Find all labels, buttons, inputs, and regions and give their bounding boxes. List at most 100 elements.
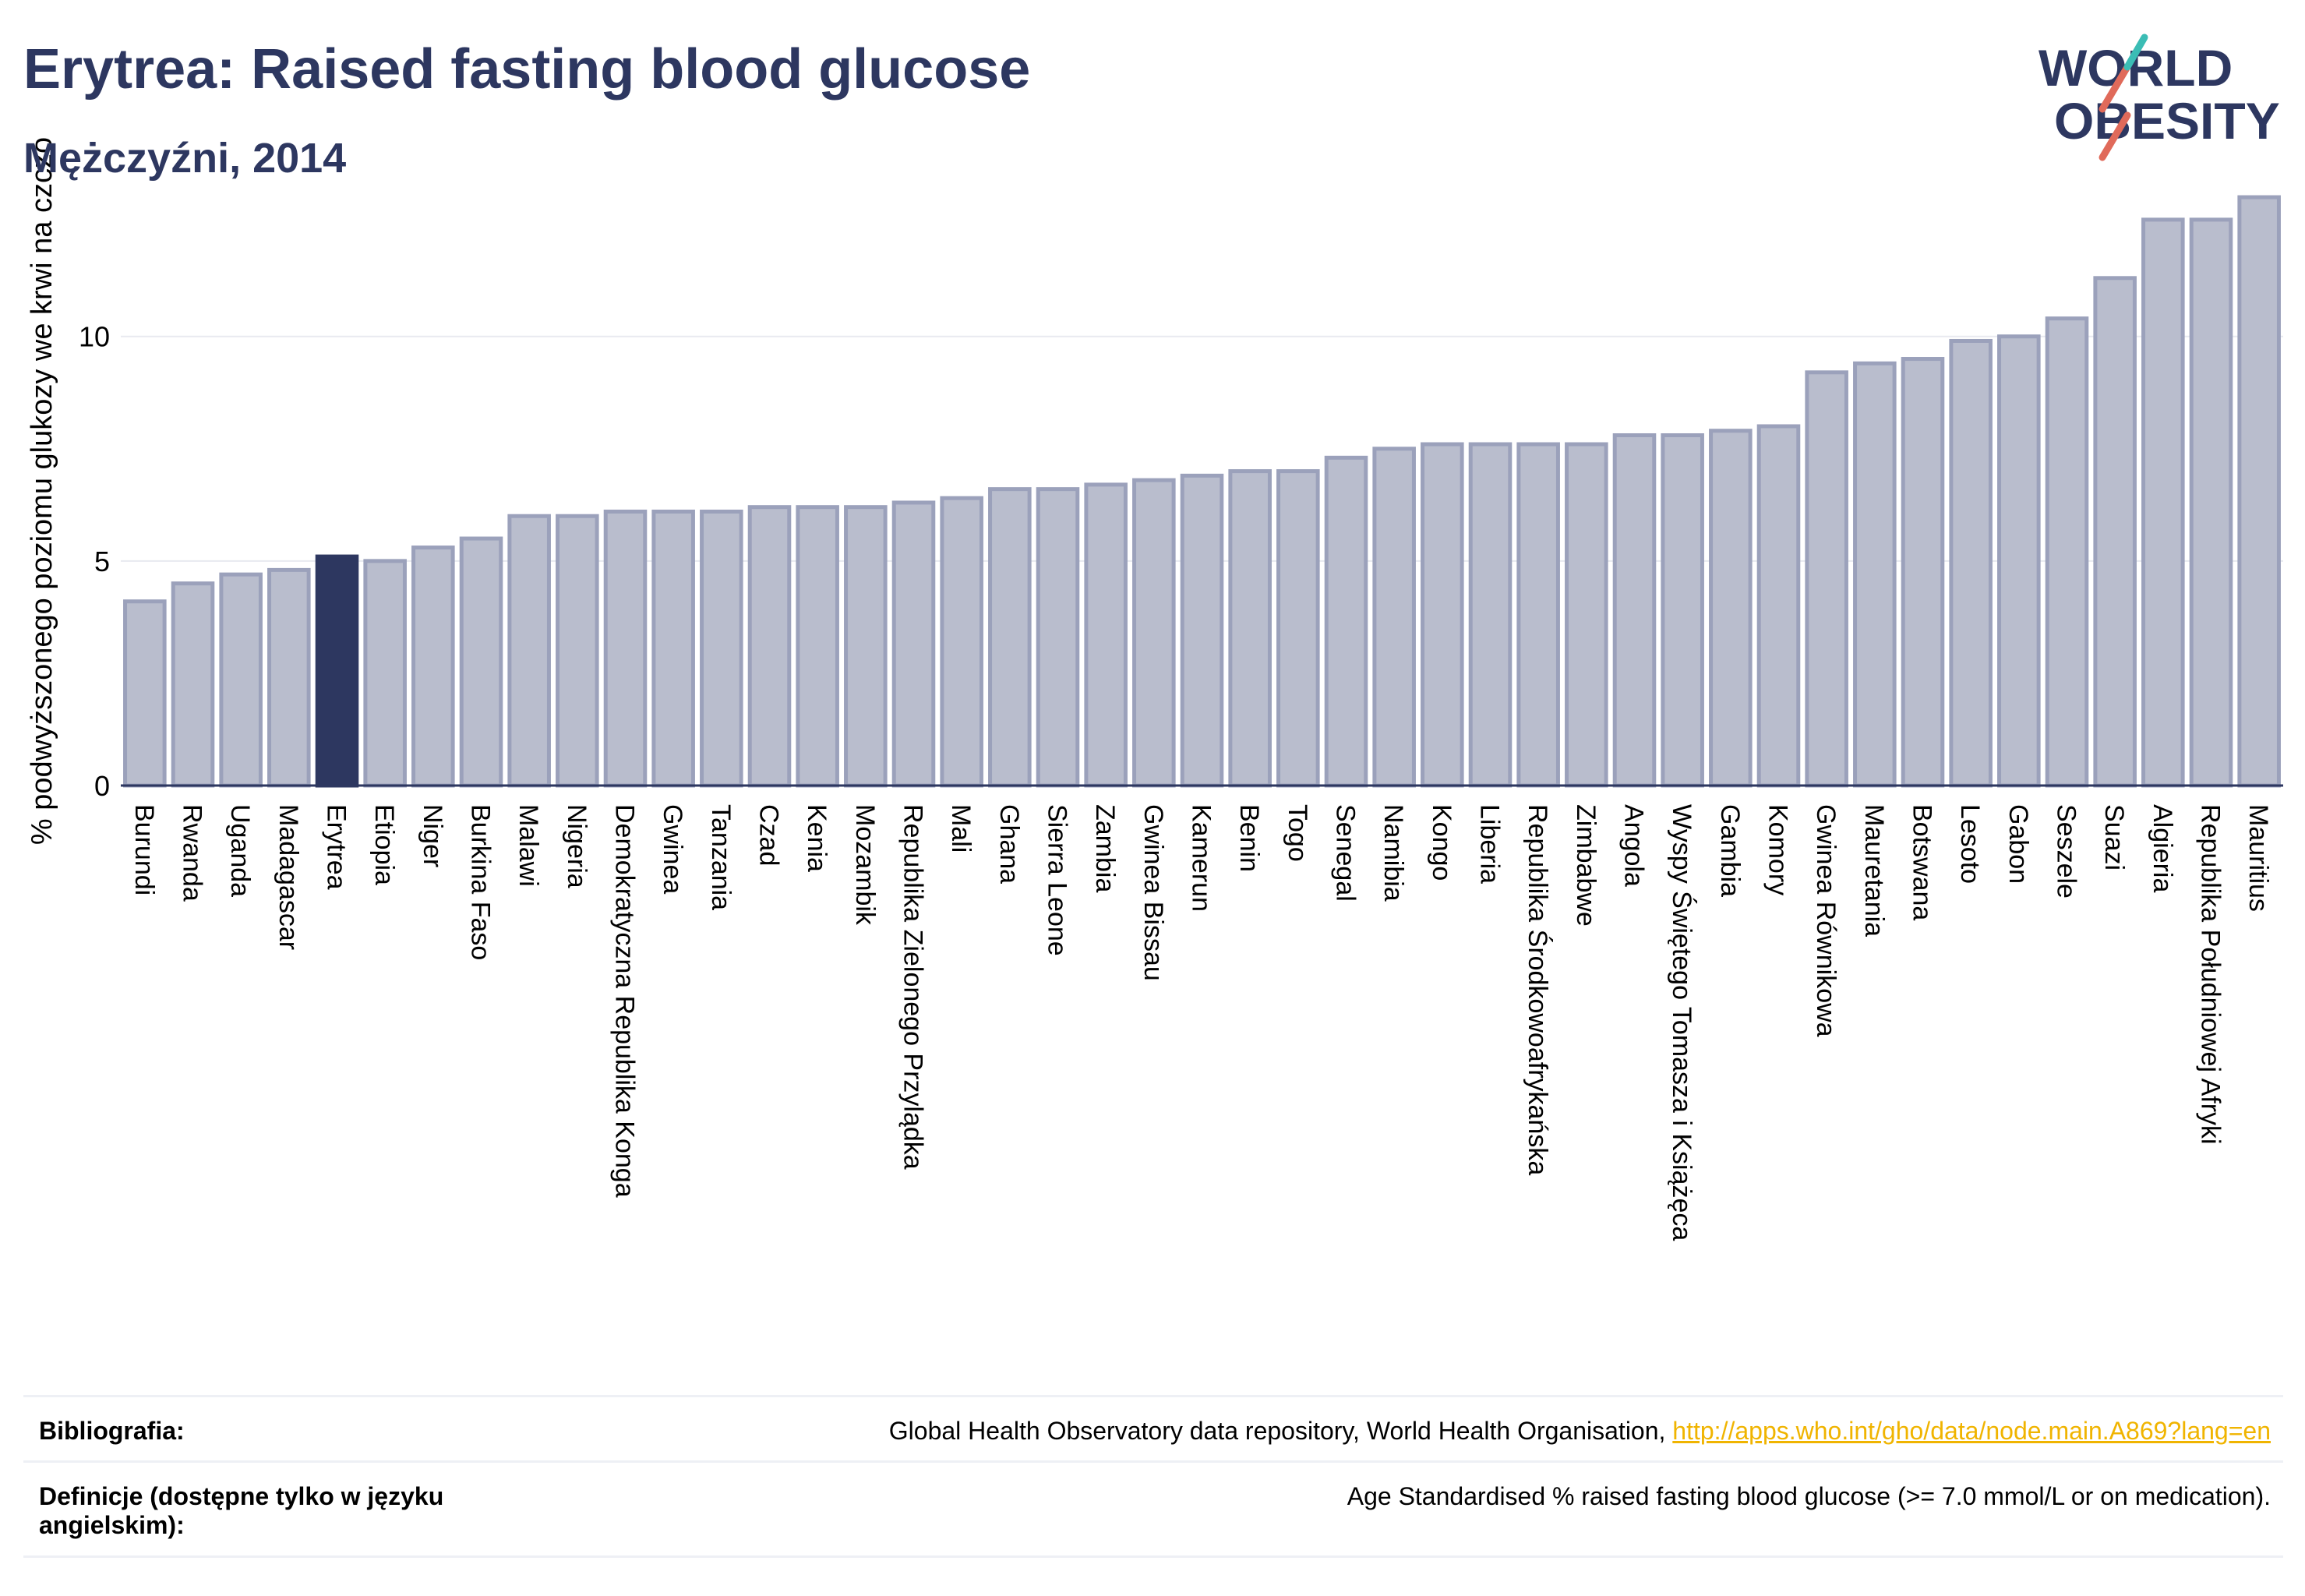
x-tick-label: Gwinea Bissau: [1138, 804, 1168, 981]
x-tick-label: Seszele: [2052, 804, 2081, 899]
x-tick-label: Wyspy Świętego Tomasza i Książęca: [1667, 804, 1697, 1241]
bar-zimbabwe: [1565, 442, 1608, 788]
bar-sierra-leone: [1036, 487, 1080, 788]
x-tick-label: Mauretania: [1859, 804, 1889, 937]
page-subtitle: Mężczyźni, 2014: [23, 135, 347, 182]
bar-togo: [1276, 469, 1320, 788]
x-tick-label: Kongo: [1427, 804, 1456, 881]
x-tick-label: Zambia: [1090, 804, 1120, 892]
bar-senegal: [1324, 455, 1368, 788]
bar-mauritius: [2237, 195, 2281, 788]
bar-mali: [940, 496, 983, 788]
x-tick-label: Zimbabwe: [1571, 804, 1601, 927]
footer-divider-top: [23, 1395, 2283, 1397]
bibliography-label: Bibliografia:: [39, 1417, 185, 1445]
bar-rwanda: [171, 581, 215, 788]
x-tick-label: Gwinea: [658, 804, 687, 894]
bar-liberia: [1468, 442, 1513, 788]
x-tick-label: Etiopia: [369, 804, 399, 885]
x-tick-label: Madagascar: [274, 804, 303, 950]
bar-burkina-faso: [459, 536, 503, 788]
bar-etiopia: [363, 559, 407, 788]
footer-divider-bottom: [23, 1555, 2283, 1558]
bar-komory: [1756, 424, 1801, 788]
x-tick-label: Sierra Leone: [1043, 804, 1072, 956]
bar-demokratyczna-republika-konga: [603, 509, 648, 788]
x-tick-label: Botswana: [1908, 804, 1937, 920]
bibliography-link[interactable]: http://apps.who.int/gho/data/node.main.A…: [1672, 1417, 2271, 1445]
bars: [123, 195, 2281, 788]
bibliography-source: Global Health Observatory data repositor…: [889, 1417, 2271, 1446]
x-tick-label: Mozambik: [850, 804, 880, 926]
bar-botswana: [1901, 357, 1945, 788]
x-tick-label: Lesoto: [1955, 804, 1985, 884]
bar-angola: [1612, 433, 1657, 788]
bar-kenia: [796, 505, 839, 788]
x-tick-labels: Burundi Rwanda Uganda Madagascar Erytrea Etio…: [129, 804, 2273, 1241]
x-tick-label: Komory: [1763, 804, 1793, 895]
y-axis-label: % podwyższonego poziomu glukozy we krwi …: [26, 137, 58, 845]
y-tick-label: 5: [94, 546, 110, 577]
x-tick-label: Mauritius: [2243, 804, 2273, 912]
x-tick-label: Ghana: [994, 804, 1024, 884]
bar-madagascar: [267, 567, 311, 788]
bar-kongo: [1421, 442, 1464, 788]
footer-divider-middle: [23, 1460, 2283, 1463]
bar-gwinea-bissau: [1132, 478, 1176, 788]
x-tick-label: Republika Zielonego Przylądka: [898, 804, 928, 1170]
x-tick-label: Uganda: [225, 804, 255, 897]
bar-gambia: [1709, 429, 1753, 788]
bar-algieria: [2141, 217, 2185, 788]
y-tick-label: 0: [94, 770, 110, 802]
bar-tanzania: [700, 509, 743, 788]
x-tick-label: Nigeria: [562, 804, 591, 888]
x-tick-label: Kenia: [802, 804, 831, 872]
x-tick-label: Rwanda: [178, 804, 207, 902]
x-tick-label: Angola: [1619, 804, 1649, 887]
bar-suazi: [2093, 276, 2137, 788]
x-tick-label: Republika Środkowoafrykańska: [1523, 804, 1553, 1175]
bar-ghana: [988, 487, 1032, 788]
x-tick-label: Gambia: [1715, 804, 1745, 897]
x-tick-label: Erytrea: [322, 804, 351, 890]
definitions-label: Definicje (dostępne tylko w języku angie…: [39, 1482, 444, 1539]
bar-benin: [1228, 469, 1272, 788]
x-tick-label: Togo: [1283, 804, 1312, 862]
bar-kamerun: [1180, 473, 1224, 788]
x-tick-label: Benin: [1234, 804, 1264, 872]
bar-republika-rodkowoafryka-ska: [1516, 442, 1560, 788]
bar-erytrea: [315, 554, 359, 788]
x-tick-label: Burkina Faso: [466, 804, 496, 960]
bar-gabon: [1997, 334, 2041, 788]
y-tick-label: 10: [79, 321, 110, 353]
bar-mozambik: [844, 505, 888, 788]
world-obesity-logo: WORLD OBESITY: [2038, 34, 2280, 161]
bar-malawi: [507, 514, 551, 788]
bar-mauretania: [1853, 361, 1897, 788]
page-title: Erytrea: Raised fasting blood glucose: [23, 38, 1031, 101]
bar-republika-po-udniowej-afryki: [2189, 217, 2233, 788]
x-tick-label: Demokratyczna Republika Konga: [610, 804, 640, 1198]
x-tick-label: Niger: [418, 804, 447, 867]
x-tick-label: Malawi: [514, 804, 543, 887]
definitions-text: Age Standardised % raised fasting blood …: [1347, 1482, 2271, 1510]
bar-gwinea-r-wnikowa: [1805, 370, 1848, 788]
bar-wyspy-wi-tego-tomasza-i-ksi-ca: [1661, 433, 1704, 788]
bibliography-row: Bibliografia: Global Health Observatory …: [23, 1417, 2283, 1451]
bar-burundi: [123, 599, 167, 788]
bar-niger: [411, 546, 455, 788]
x-tick-label: Suazi: [2099, 804, 2129, 870]
bibliography-text: Global Health Observatory data repositor…: [888, 1417, 1673, 1445]
x-tick-label: Namibia: [1378, 804, 1408, 902]
y-tick-labels: 0 5 10: [79, 321, 110, 802]
x-tick-label: Gwinea Równikowa: [1811, 804, 1841, 1037]
x-tick-label: Mali: [946, 804, 976, 853]
bar-czad: [747, 505, 792, 788]
x-tick-label: Gabon: [2003, 804, 2033, 884]
definitions-row: Definicje (dostępne tylko w języku angie…: [23, 1482, 2283, 1552]
bar-seszele: [2045, 316, 2089, 788]
bar-zambia: [1084, 482, 1128, 788]
bar-nigeria: [556, 514, 599, 788]
x-tick-label: Czad: [754, 804, 784, 866]
bar-chart: 0 5 10 Burundi Rwanda Uganda Madagascar Erytre…: [26, 137, 2283, 1241]
